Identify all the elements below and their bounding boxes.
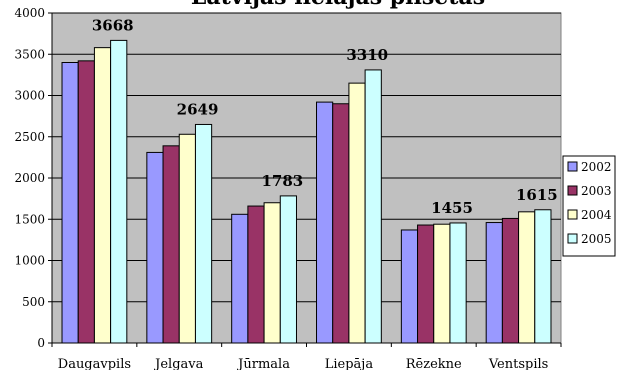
bar-2005-jelgava xyxy=(194,123,213,344)
legend-swatch-2005 xyxy=(567,233,578,244)
legend: 2002 2003 2004 2005 xyxy=(562,155,616,257)
bar-2002-rēzekne xyxy=(400,229,419,344)
data-label: 2649 xyxy=(177,100,219,118)
grid-lines xyxy=(52,12,561,303)
bar-2002-jūrmala xyxy=(231,213,249,344)
category-label: Ventspils xyxy=(488,357,548,370)
bar-2002-jelgava xyxy=(146,151,164,344)
bar-2003-ventspils xyxy=(501,217,520,344)
bar-2003-jūrmala xyxy=(247,205,265,344)
y-axis-ticks: 0 500 1000 1500 2000 2500 3000 3500 4000 xyxy=(14,6,52,350)
legend-label-2004: 2004 xyxy=(581,208,612,222)
y-tick-label: 2500 xyxy=(14,130,45,144)
bar-2005-rēzekne xyxy=(449,222,467,344)
y-tick-label: 1500 xyxy=(14,212,45,226)
bar-2005-jūrmala xyxy=(279,195,297,344)
category-label: Liepāja xyxy=(325,357,374,370)
y-tick-label: 3000 xyxy=(14,89,45,103)
data-label: 3310 xyxy=(346,46,388,64)
category-label: Jelgava xyxy=(153,357,203,370)
x-axis-categories: Daugavpils Jelgava Jūrmala Liepāja Rēzekne Ve… xyxy=(51,343,562,370)
bar-2004-liepāja xyxy=(348,82,366,344)
legend-label-2002: 2002 xyxy=(581,160,612,174)
bar-2004-jūrmala xyxy=(263,202,281,344)
y-tick-label: 2000 xyxy=(14,171,45,185)
legend-label-2005: 2005 xyxy=(581,232,612,246)
bar-2002-daugavpils xyxy=(61,62,79,344)
bar-2005-liepāja xyxy=(364,69,382,344)
bar-2003-rēzekne xyxy=(417,224,435,344)
category-label: Jūrmala xyxy=(236,357,290,370)
legend-label-2003: 2003 xyxy=(581,184,612,198)
bar-2005-ventspils xyxy=(534,209,552,344)
y-tick-label: 500 xyxy=(22,295,45,309)
bar-2004-jelgava xyxy=(178,133,196,344)
y-tick-label: 1000 xyxy=(14,254,45,268)
y-tick-label: 0 xyxy=(37,336,45,350)
data-label: 3668 xyxy=(92,16,134,34)
bar-2003-liepāja xyxy=(332,103,350,344)
data-label: 1615 xyxy=(516,186,558,204)
bar-2005-daugavpils xyxy=(110,39,128,344)
bar-2003-jelgava xyxy=(162,145,180,344)
legend-swatch-2004 xyxy=(567,209,578,220)
bar-2002-liepāja xyxy=(316,101,334,344)
bars xyxy=(61,39,552,344)
y-tick-label: 3500 xyxy=(14,47,45,61)
category-label: Rēzekne xyxy=(406,357,462,370)
legend-swatch-2003 xyxy=(567,185,578,196)
legend-swatch-2002 xyxy=(567,161,578,172)
data-label: 1783 xyxy=(262,172,304,190)
category-label: Daugavpils xyxy=(58,357,131,370)
bar-2004-ventspils xyxy=(518,211,536,344)
bar-2004-rēzekne xyxy=(433,223,451,344)
data-labels: 3668 2649 1783 3310 1455 1615 xyxy=(92,16,558,217)
chart-title: Latvijas lielājās pilsētas xyxy=(191,0,485,10)
data-label: 1455 xyxy=(431,199,473,217)
y-tick-label: 4000 xyxy=(14,6,45,20)
bar-2003-daugavpils xyxy=(77,60,95,344)
bar-2004-daugavpils xyxy=(93,47,112,344)
bar-2002-ventspils xyxy=(485,222,503,344)
